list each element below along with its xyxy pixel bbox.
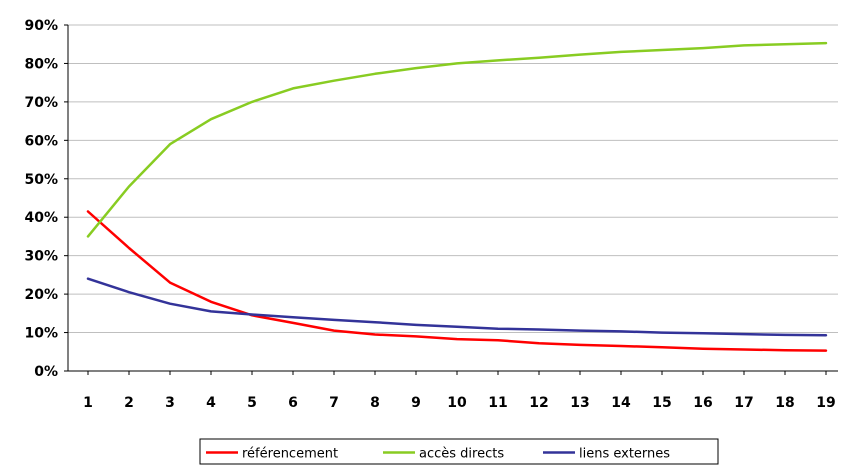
y-tick-label: 20%: [24, 287, 58, 303]
x-tick-label: 15: [652, 395, 671, 411]
y-tick-label: 50%: [24, 172, 58, 188]
x-tick-label: 11: [488, 395, 507, 411]
legend: référencement accès directs liens externes: [199, 438, 719, 465]
x-tick-label: 17: [734, 395, 753, 411]
y-tick-label: 30%: [24, 249, 58, 265]
legend-box: [199, 438, 719, 465]
legend-label-liens-externes: liens externes: [579, 447, 670, 462]
x-axis-ticks: 1 2 3 4 5 6 7 8 9 10 11 12 13 14 15 16 17 18 19: [83, 371, 836, 411]
x-tick-label: 14: [611, 395, 631, 411]
x-tick-label: 4: [206, 395, 216, 411]
x-tick-label: 8: [370, 395, 380, 411]
y-tick-label: 80%: [24, 56, 58, 72]
y-tick-label: 70%: [24, 95, 58, 111]
x-tick-label: 9: [411, 395, 421, 411]
series-line-acces-directs: [86, 41, 828, 238]
legend-label-referencement: référencement: [242, 447, 338, 462]
x-tick-label: 13: [570, 395, 589, 411]
x-tick-label: 19: [816, 395, 835, 411]
y-tick-label: 90%: [24, 18, 58, 34]
x-tick-label: 7: [329, 395, 339, 411]
series-line-liens-externes: [86, 277, 828, 337]
x-tick-label: 2: [124, 395, 134, 411]
y-tick-label: 10%: [24, 326, 58, 342]
x-tick-label: 3: [165, 395, 175, 411]
series-lines: [86, 41, 828, 352]
x-tick-label: 18: [775, 395, 794, 411]
x-tick-label: 6: [288, 395, 298, 411]
series-line-referencement: [86, 210, 828, 352]
y-tick-label: 60%: [24, 133, 58, 149]
y-tick-label: 0%: [34, 364, 58, 380]
y-tick-label: 40%: [24, 210, 58, 226]
x-tick-label: 1: [83, 395, 93, 411]
x-tick-label: 5: [247, 395, 257, 411]
y-axis-ticks: 0% 10% 20% 30% 40% 50% 60% 70% 80% 90%: [24, 18, 68, 380]
gridlines: [68, 24, 838, 334]
x-tick-label: 16: [693, 395, 712, 411]
legend-label-acces-directs: accès directs: [419, 447, 504, 462]
x-tick-label: 10: [447, 395, 467, 411]
x-tick-label: 12: [529, 395, 548, 411]
